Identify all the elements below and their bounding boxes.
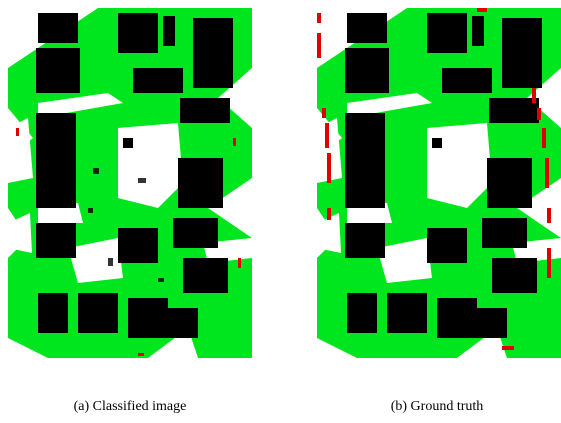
- ground-truth-image: [317, 8, 561, 358]
- page: (a) Classified image (b) Ground truth ((…: [0, 0, 561, 423]
- caption: (b) Ground truth: [391, 399, 484, 414]
- caption: (a) Classified image: [74, 399, 187, 414]
- classified-image: [8, 8, 252, 358]
- figure: (a) Classified image (b) Ground truth: [0, 0, 561, 423]
